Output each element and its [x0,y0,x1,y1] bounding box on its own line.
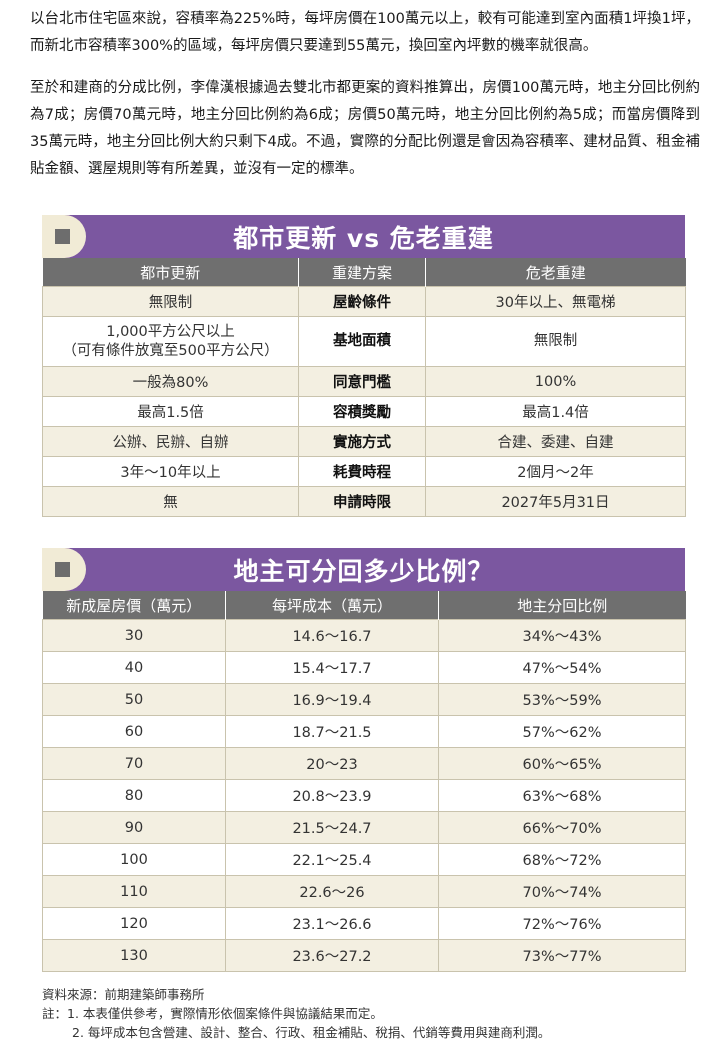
table-row: 公辦、民辦、自辦 實施方式 合建、委建、自建 [42,426,686,457]
column-header: 重建方案 [298,258,426,287]
table-cell: 無 [42,486,299,517]
table-cell: 容積獎勵 [298,396,426,427]
table-cell: 30年以上、無電梯 [425,286,686,317]
table-cell: 無限制 [42,286,299,317]
table-cell: 70%～74% [438,875,686,908]
table-cell: 34%～43% [438,619,686,652]
table-cell: 80 [42,779,226,812]
table-row: 最高1.5倍 容積獎勵 最高1.4倍 [42,396,686,427]
ratio-table-header: 新成屋房價（萬元） 每坪成本（萬元） 地主分回比例 [42,591,686,620]
table-row: 80 20.8～23.9 63%～68% [42,779,686,812]
table-cell: 68%～72% [438,843,686,876]
table-row: 90 21.5～24.7 66%～70% [42,811,686,844]
banner-tab-icon [42,548,86,591]
square-bullet-icon [55,562,70,577]
table-cell: 60 [42,715,226,748]
table-cell: 40 [42,651,226,684]
table-cell: 20～23 [225,747,439,780]
table-row: 無限制 屋齡條件 30年以上、無電梯 [42,286,686,317]
table-cell: 2027年5月31日 [425,486,686,517]
table-row: 120 23.1～26.6 72%～76% [42,907,686,940]
comparison-table-title: 都市更新 vs 危老重建 [233,223,494,253]
ratio-table-banner: 地主可分回多少比例？ [42,548,685,591]
comparison-table-header: 都市更新 重建方案 危老重建 [42,258,686,287]
table-row: 30 14.6～16.7 34%～43% [42,619,686,652]
table-cell: 同意門檻 [298,366,426,397]
column-header: 新成屋房價（萬元） [42,591,226,620]
table-row: 3年～10年以上 耗費時程 2個月～2年 [42,456,686,487]
table-cell: 53%～59% [438,683,686,716]
table-row: 60 18.7～21.5 57%～62% [42,715,686,748]
table-cell: 120 [42,907,226,940]
table-row: 40 15.4～17.7 47%～54% [42,651,686,684]
intro-paragraph-1: 以台北市住宅區來說，容積率為225%時，每坪房價在100萬元以上，較有可能達到室… [30,11,700,54]
footnote-1: 註：1. 本表僅供參考，實際情形依個案條件與協議結果而定。 [42,1006,383,1021]
table-cell: 73%～77% [438,939,686,972]
table-cell: 公辦、民辦、自辦 [42,426,299,457]
table-cell: 最高1.5倍 [42,396,299,427]
table-cell: 22.1～25.4 [225,843,439,876]
table-cell: 22.6～26 [225,875,439,908]
table-cell: 14.6～16.7 [225,619,439,652]
comparison-table: 都市更新 重建方案 危老重建 無限制 屋齡條件 30年以上、無電梯 1,000平方公尺… [42,258,686,517]
footnote-2: 2. 每坪成本包含營建、設計、整合、行政、租金補貼、稅捐、代銷等費用與建商利潤。 [72,1025,551,1040]
table-cell: 2個月～2年 [425,456,686,487]
table-cell: 最高1.4倍 [425,396,686,427]
table-cell: 90 [42,811,226,844]
table-cell: 50 [42,683,226,716]
table-row: 50 16.9～19.4 53%～59% [42,683,686,716]
table-row: 130 23.6～27.2 73%～77% [42,939,686,972]
table-cell: 23.6～27.2 [225,939,439,972]
table-cell: 申請時限 [298,486,426,517]
intro-paragraph-2: 至於和建商的分成比例，李偉漢根據過去雙北市都更案的資料推算出，房價100萬元時，… [30,80,700,177]
table-cell: 72%～76% [438,907,686,940]
table-cell: 47%～54% [438,651,686,684]
table-row: 100 22.1～25.4 68%～72% [42,843,686,876]
table-row: 1,000平方公尺以上 （可有條件放寬至500平方公尺） 基地面積 無限制 [42,316,686,367]
comparison-table-box: 都市更新 vs 危老重建 都市更新 重建方案 危老重建 無限制 屋齡條件 30年以上… [42,215,686,517]
table-cell: 70 [42,747,226,780]
column-header: 每坪成本（萬元） [225,591,439,620]
table-cell: 基地面積 [298,316,426,367]
column-header: 地主分回比例 [438,591,686,620]
table-row: 70 20～23 60%～65% [42,747,686,780]
table-cell: 100% [425,366,686,397]
table-cell: 一般為80% [42,366,299,397]
table-cell: 耗費時程 [298,456,426,487]
square-bullet-icon [55,229,70,244]
table-row: 無申請時限 2027年5月31日 [42,486,686,517]
table-cell: 20.8～23.9 [225,779,439,812]
table-cell: 100 [42,843,226,876]
table-cell: 無限制 [425,316,686,367]
table-cell: 屋齡條件 [298,286,426,317]
table-cell: 16.9～19.4 [225,683,439,716]
table-cell: 18.7～21.5 [225,715,439,748]
table-cell: 57%～62% [438,715,686,748]
table-row: 110 22.6～26 70%～74% [42,875,686,908]
table-cell: 21.5～24.7 [225,811,439,844]
ratio-table-box: 地主可分回多少比例？ 新成屋房價（萬元） 每坪成本（萬元） 地主分回比例 30 1… [42,548,686,972]
comparison-table-banner: 都市更新 vs 危老重建 [42,215,685,258]
table-cell: 合建、委建、自建 [425,426,686,457]
table-cell: 15.4～17.7 [225,651,439,684]
column-header: 都市更新 [42,258,299,287]
ratio-table: 新成屋房價（萬元） 每坪成本（萬元） 地主分回比例 30 14.6～16.7 34%… [42,591,686,972]
table-cell: 23.1～26.6 [225,907,439,940]
column-header: 危老重建 [425,258,686,287]
table-row: 一般為80% 同意門檻 100% [42,366,686,397]
table-cell: 66%～70% [438,811,686,844]
table-cell: 1,000平方公尺以上 （可有條件放寬至500平方公尺） [42,316,299,367]
source-note: 資料來源：前期建築師事務所 [42,987,205,1002]
table-cell: 60%～65% [438,747,686,780]
table-cell: 實施方式 [298,426,426,457]
banner-tab-icon [42,215,86,258]
table-cell: 30 [42,619,226,652]
table-cell: 130 [42,939,226,972]
table-cell: 110 [42,875,226,908]
table-cell: 63%～68% [438,779,686,812]
table-cell: 3年～10年以上 [42,456,299,487]
ratio-table-title: 地主可分回多少比例？ [233,556,494,586]
